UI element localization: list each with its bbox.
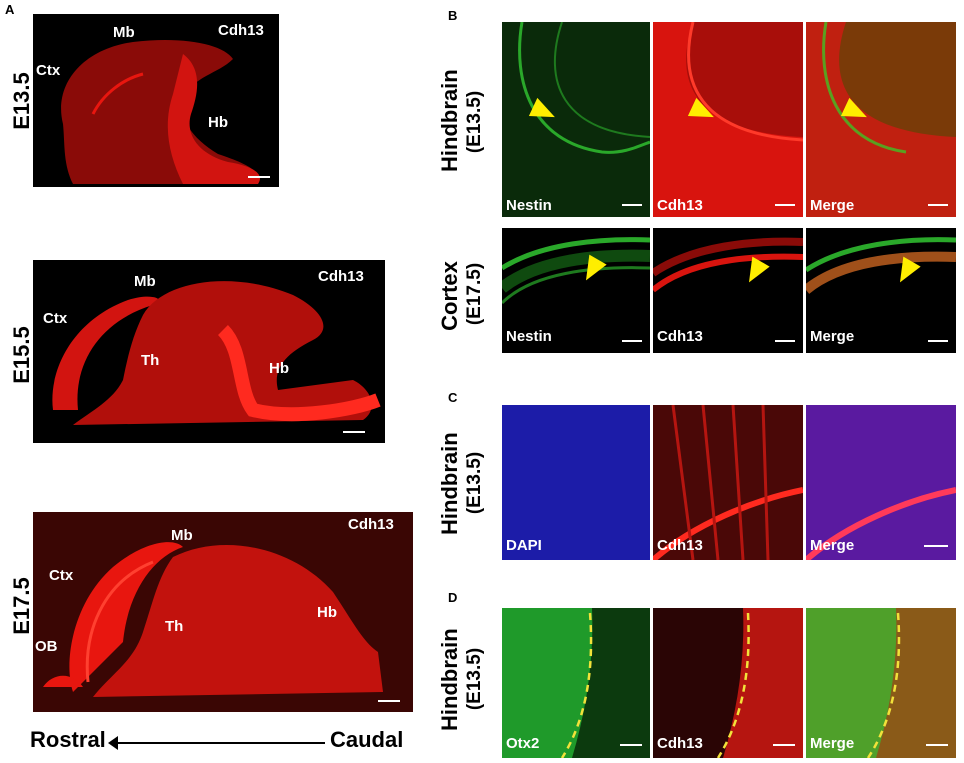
channel-label: Merge: [810, 537, 855, 554]
region-label: Cortex: [437, 261, 462, 331]
label-ctx: Ctx: [36, 62, 61, 79]
label-hb: Hb: [208, 114, 228, 131]
axis-arrowhead: [108, 736, 118, 750]
stage-label: (E13.5): [464, 90, 485, 154]
scale-bar: [926, 744, 948, 746]
scale-bar: [775, 204, 795, 206]
label-ctx: Ctx: [49, 567, 74, 584]
channel-label: Merge: [810, 328, 855, 345]
axis-caudal: Caudal: [330, 727, 404, 752]
panelB-merge-cortex: Merge: [806, 228, 956, 353]
scale-bar: [248, 176, 270, 178]
stage-label-e13-5: E13.5: [9, 72, 34, 130]
label-mb: Mb: [113, 24, 135, 41]
panel-c-letter: C: [448, 390, 458, 405]
region-label: Hindbrain: [437, 628, 462, 731]
panelB-cdh13-cortex: Cdh13: [653, 228, 803, 353]
label-mb: Mb: [134, 273, 156, 290]
scale-bar: [343, 431, 365, 433]
label-th: Th: [141, 352, 160, 369]
scale-bar: [622, 340, 642, 342]
channel-label: Nestin: [506, 328, 552, 345]
channel-label: Merge: [810, 197, 855, 214]
scale-bar: [622, 204, 642, 206]
label-hb: Hb: [317, 604, 337, 621]
scale-bar: [928, 340, 948, 342]
label-ctx: Ctx: [43, 310, 68, 327]
stain-label: Cdh13: [218, 22, 264, 39]
stage-label-e15-5: E15.5: [9, 326, 34, 384]
channel-label: Cdh13: [657, 197, 703, 214]
panel-b-letter: B: [448, 8, 458, 23]
channel-label: Nestin: [506, 197, 552, 214]
panelD-otx2: Otx2: [502, 608, 650, 758]
panel-a-letter: A: [5, 2, 15, 17]
label-th: Th: [165, 618, 184, 635]
panelD-cdh13: Cdh13: [653, 608, 803, 758]
panelB-cdh13-hindbrain: Cdh13: [653, 22, 803, 217]
stage-label: (E17.5): [464, 262, 485, 326]
channel-label: Cdh13: [657, 537, 703, 554]
scale-bar: [620, 744, 642, 746]
axis-rostral: Rostral: [30, 727, 106, 752]
label-ob: OB: [35, 638, 58, 655]
panelA-image-e17-5: Mb Ctx Th Hb OB Cdh13: [33, 512, 413, 712]
panelC-cdh13: Cdh13: [653, 405, 803, 560]
stage-label: (E13.5): [464, 647, 485, 711]
stage-label: (E13.5): [464, 451, 485, 515]
panelB-nestin-hindbrain: Nestin: [502, 22, 650, 217]
panelA-image-e15-5: Mb Ctx Th Hb Cdh13: [33, 260, 385, 443]
stain-label: Cdh13: [348, 516, 394, 533]
scale-bar: [928, 204, 948, 206]
scale-bar: [773, 744, 795, 746]
axis-arrow: [110, 742, 325, 744]
scale-bar: [775, 340, 795, 342]
channel-label: DAPI: [506, 537, 542, 554]
panel-d-letter: D: [448, 590, 458, 605]
label-hb: Hb: [269, 360, 289, 377]
stain-label: Cdh13: [318, 268, 364, 285]
region-label: Hindbrain: [437, 432, 462, 535]
label-mb: Mb: [171, 527, 193, 544]
channel-label: Merge: [810, 735, 855, 752]
scale-bar: [378, 700, 400, 702]
panelC-dapi: DAPI: [502, 405, 650, 560]
region-label: Hindbrain: [437, 69, 462, 172]
panelA-image-e13-5: Ctx Mb Hb Cdh13: [33, 14, 279, 187]
channel-label: Otx2: [506, 735, 540, 752]
scale-bar: [924, 545, 948, 547]
channel-label: Cdh13: [657, 328, 703, 345]
panelC-merge: Merge: [806, 405, 956, 560]
stage-label-e17-5: E17.5: [9, 577, 34, 635]
channel-label: Cdh13: [657, 735, 703, 752]
panelB-nestin-cortex: Nestin: [502, 228, 650, 353]
panelD-merge: Merge: [806, 608, 956, 758]
panelB-merge-hindbrain: Merge: [806, 22, 956, 217]
